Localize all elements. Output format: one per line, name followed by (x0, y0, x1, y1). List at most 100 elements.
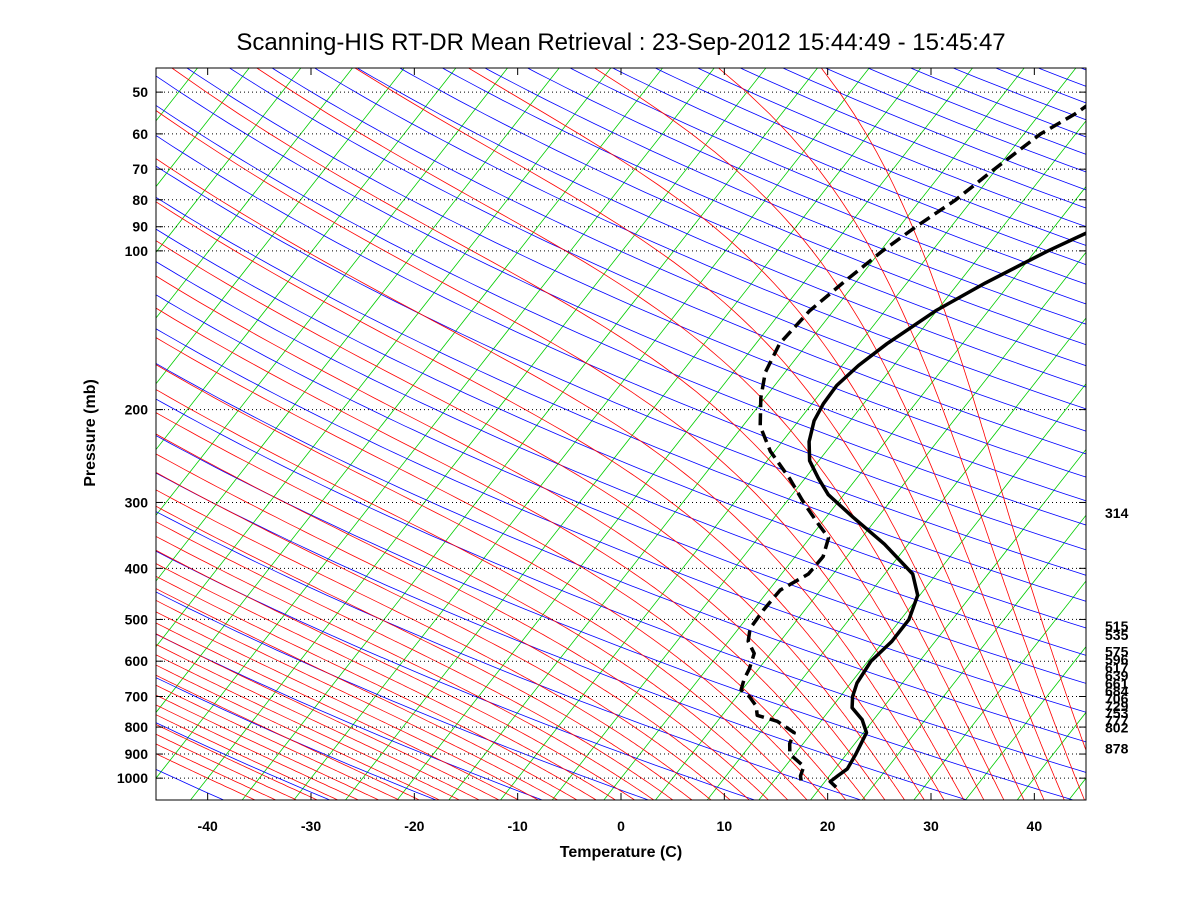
dry-adiabat-line (186, 68, 1086, 478)
dry-adiabat-line (156, 328, 1086, 713)
dry-adiabat-line (156, 165, 1086, 576)
dry-adiabat-line (228, 68, 1086, 455)
moist-adiabat-line (467, 68, 1045, 800)
dry-adiabat-line (156, 550, 756, 800)
moist-adiabat-line (156, 599, 559, 800)
dry-adiabat-line (156, 196, 1086, 602)
right-pressure-label: 706 (1105, 690, 1129, 706)
right-pressure-label: 753 (1105, 705, 1129, 721)
x-tick-label: -20 (404, 818, 424, 834)
moist-adiabat-line (156, 201, 925, 800)
y-tick-label: 900 (125, 746, 149, 762)
x-axis-label: Temperature (C) (560, 844, 682, 861)
moist-adiabat-line (156, 694, 380, 800)
isotherm-line (861, 514, 1086, 800)
moist-adiabat-line (156, 535, 655, 800)
dry-adiabat-line (611, 68, 1086, 266)
moist-adiabat-line (156, 588, 578, 800)
isotherm-line (655, 251, 1086, 800)
moist-adiabat-line (156, 389, 808, 800)
y-tick-label: 60 (132, 126, 148, 142)
right-pressure-label: 314 (1105, 505, 1129, 521)
y-tick-label: 80 (132, 192, 148, 208)
y-tick-label: 200 (125, 402, 149, 418)
dry-adiabat-line (824, 68, 1086, 173)
dry-adiabat-line (156, 472, 969, 800)
moist-adiabat-line (156, 733, 298, 800)
moist-adiabat-line (156, 611, 540, 800)
chart-title: Scanning-HIS RT-DR Mean Retrieval : 23-S… (236, 29, 1005, 56)
right-pressure-label: 878 (1105, 740, 1129, 756)
x-axis: -40 -30 -20 -10 0 10 20 30 40 (198, 68, 1042, 834)
isotherm-line (156, 68, 457, 451)
moist-adiabat-line (156, 505, 693, 800)
moist-adiabat-line (156, 433, 770, 800)
isotherm-line (448, 68, 1025, 800)
y-tick-label: 800 (125, 719, 149, 735)
isotherm-line (293, 68, 870, 800)
dry-adiabat-line (526, 68, 1086, 305)
dry-adiabat-line (569, 68, 1086, 285)
right-pressure-label: 777 (1105, 712, 1129, 728)
isotherm-line (156, 68, 354, 319)
moist-adiabat-line (156, 753, 257, 800)
moist-adiabat-line (156, 412, 789, 800)
right-pressure-labels: 3145155355755966176396616847067297537778… (1105, 505, 1129, 756)
dry-adiabat-line (156, 135, 1086, 551)
moist-adiabat-line (156, 275, 886, 800)
dry-adiabat-line (156, 228, 1086, 629)
isotherm-line (551, 120, 1086, 800)
moist-adiabat-line (256, 68, 1005, 800)
dry-adiabat-line (867, 68, 1086, 155)
dry-adiabat-line (0, 41, 14, 801)
y-tick-label: 700 (125, 688, 149, 704)
moist-adiabat-line (156, 724, 319, 800)
y-tick-label: 300 (125, 494, 149, 510)
x-tick-label: 20 (820, 818, 836, 834)
right-pressure-label: 575 (1105, 643, 1129, 659)
moist-adiabat-line (156, 575, 598, 800)
dry-adiabat-line (909, 68, 1086, 138)
isotherm-line (913, 580, 1086, 800)
isotherm-line (156, 68, 664, 714)
right-pressure-label: 661 (1105, 675, 1129, 691)
moist-adiabat-line (156, 684, 401, 800)
isotherm-line (965, 646, 1086, 800)
sounding-solid-line (807, 231, 1086, 789)
dry-adiabat-line (156, 294, 1086, 684)
x-tick-label: 0 (617, 818, 625, 834)
moist-adiabat-lines (156, 68, 1086, 800)
moist-adiabat-line (156, 549, 636, 800)
moist-adiabat-line (156, 110, 965, 800)
dry-adiabat-line (952, 68, 1086, 121)
isotherm-line (1119, 41, 1200, 802)
dry-adiabat-line (156, 768, 225, 800)
isotherm-line (156, 68, 612, 648)
isotherm-line (190, 68, 767, 800)
y-tick-label: 70 (132, 161, 148, 177)
moist-adiabat-line (156, 622, 520, 800)
dry-adiabat-line (696, 68, 1086, 228)
right-pressure-label: 617 (1105, 660, 1129, 676)
y-tick-label: 400 (125, 560, 149, 576)
isotherm-line (810, 448, 1086, 800)
dry-adiabat-line (156, 75, 1086, 502)
moist-adiabat-line (156, 521, 674, 800)
isotherm-line (1068, 777, 1086, 800)
isotherm-line (706, 317, 1086, 800)
background-lines (0, 41, 1200, 802)
isotherm-line (241, 68, 819, 800)
dry-adiabat-line (156, 362, 1086, 743)
dry-adiabat-line (156, 511, 863, 800)
dry-adiabat-line (156, 677, 438, 800)
isotherm-line (156, 68, 715, 779)
isotherm-line (156, 68, 560, 582)
pressure-grid (156, 91, 1086, 779)
moist-adiabat-line (156, 654, 461, 800)
dry-adiabat-line (441, 68, 1086, 346)
dry-adiabat-line (781, 68, 1086, 191)
moist-adiabat-line (171, 68, 985, 800)
y-tick-label: 90 (132, 219, 148, 235)
y-tick-label: 600 (125, 653, 149, 669)
